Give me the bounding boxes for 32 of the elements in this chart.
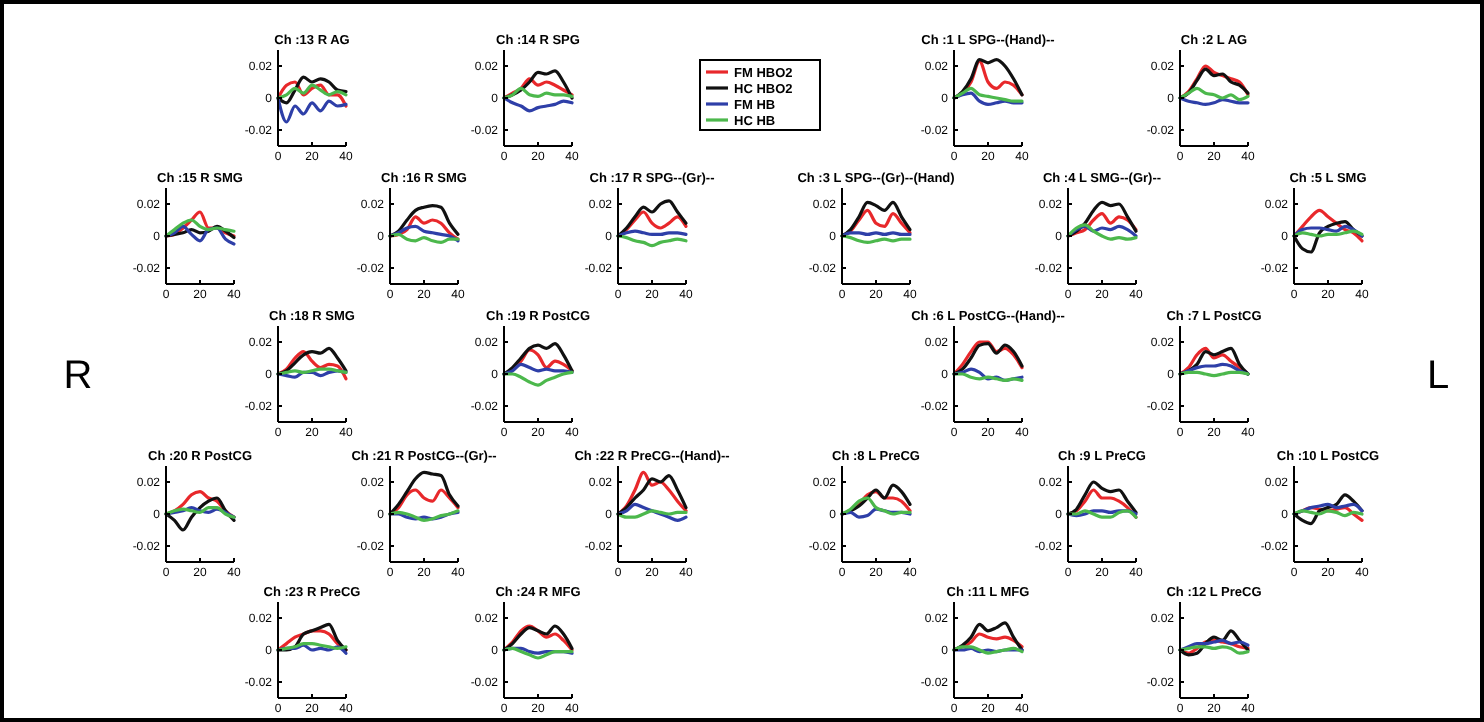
line-series [1066,480,1138,516]
line-series [1292,208,1364,243]
line-series [1178,629,1250,657]
line-series [840,200,912,238]
line-series [616,199,688,238]
line-series [388,204,460,238]
line-series [164,218,236,238]
line-series [1066,200,1138,238]
line-series [276,622,348,652]
line-series [1292,493,1364,526]
line-series [276,629,348,652]
text: R [63,354,93,398]
line-series [388,224,460,243]
line-series [840,496,912,516]
line-series [164,496,236,532]
line-series [502,96,574,113]
text: L [1426,354,1450,398]
line-series [502,69,574,100]
line-series [1066,212,1138,238]
line-series [1178,346,1250,376]
line-series [276,96,348,124]
line-series [952,86,1024,103]
line-series [502,77,574,100]
line-series [388,470,460,516]
line-series [276,83,348,100]
line-series [502,624,574,652]
line-series [502,370,574,387]
line-series [616,502,688,522]
line-series [502,342,574,376]
line-series [840,208,912,238]
line-series [164,224,236,246]
line-series [1292,220,1364,254]
